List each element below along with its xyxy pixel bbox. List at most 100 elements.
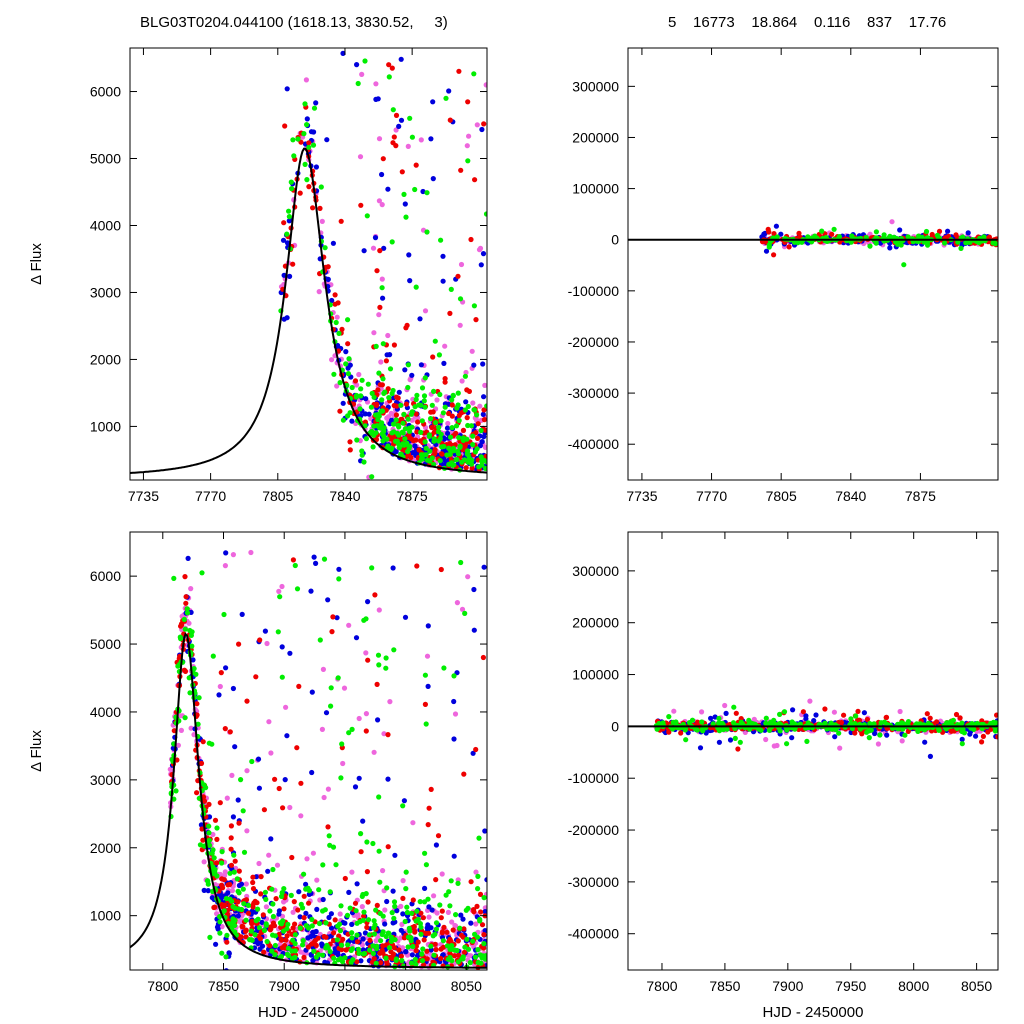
data-point <box>380 868 386 874</box>
data-point <box>362 58 368 64</box>
axes-frame <box>627 47 999 481</box>
data-point <box>346 356 352 362</box>
data-point <box>192 397 197 402</box>
data-point <box>353 635 360 641</box>
y-tick-label: 0 <box>611 718 619 734</box>
data-point <box>376 136 383 142</box>
data-point <box>421 962 427 968</box>
data-point <box>240 886 246 892</box>
data-point <box>373 960 379 966</box>
data-point <box>241 901 247 907</box>
data-point <box>217 919 223 925</box>
data-point <box>708 715 714 721</box>
data-point <box>482 382 487 388</box>
data-point <box>420 915 426 921</box>
data-point <box>188 725 194 731</box>
y-axis-label: Δ Flux <box>28 243 45 285</box>
data-point <box>419 385 426 391</box>
data-point <box>232 744 238 750</box>
data-point <box>481 564 487 570</box>
data-point <box>381 245 387 251</box>
data-point <box>458 559 464 566</box>
data-point <box>236 868 242 874</box>
data-point <box>287 804 293 811</box>
data-point <box>332 946 338 952</box>
data-point <box>375 96 381 102</box>
data-point <box>442 379 448 385</box>
data-point <box>388 410 394 416</box>
data-point <box>699 709 705 715</box>
data-point <box>243 881 249 887</box>
x-tick-label: 7805 <box>766 488 797 504</box>
data-point <box>336 921 343 927</box>
data-point <box>957 715 963 721</box>
data-point <box>660 720 666 726</box>
data-point <box>281 906 287 912</box>
y-tick-label: -100000 <box>568 283 620 299</box>
data-point <box>337 911 343 917</box>
data-point <box>394 908 400 914</box>
data-point <box>391 342 397 348</box>
data-point <box>478 960 484 966</box>
data-point <box>333 862 339 868</box>
data-point <box>362 930 368 936</box>
data-point <box>264 938 270 945</box>
data-point <box>370 840 376 847</box>
x-tick-label: 7875 <box>905 488 936 504</box>
data-point <box>829 231 835 237</box>
data-point <box>441 924 447 931</box>
data-point <box>393 127 399 133</box>
data-point <box>451 736 457 742</box>
y-tick-label: 100000 <box>572 667 619 683</box>
data-point <box>224 795 230 801</box>
data-point <box>386 945 393 951</box>
data-point <box>822 706 828 712</box>
data-point <box>446 410 452 417</box>
data-point <box>342 955 348 961</box>
data-point <box>282 942 288 949</box>
data-point <box>465 574 471 580</box>
data-point <box>320 952 326 958</box>
data-point <box>268 924 274 930</box>
x-tick-label: 7900 <box>269 978 300 994</box>
data-point <box>446 88 452 94</box>
data-point <box>229 898 235 904</box>
data-point <box>209 741 215 747</box>
data-point <box>866 735 872 741</box>
data-point <box>354 437 360 443</box>
data-point <box>359 377 365 383</box>
data-point <box>205 878 211 884</box>
data-point <box>365 381 371 387</box>
data-point <box>363 711 369 717</box>
data-point <box>466 133 472 139</box>
x-tick-label: 8050 <box>451 978 482 994</box>
data-point <box>329 629 335 635</box>
data-point <box>370 943 376 949</box>
data-point <box>400 911 406 917</box>
data-point <box>328 685 334 691</box>
data-point <box>973 733 979 739</box>
data-point <box>265 868 271 874</box>
data-point <box>223 550 229 556</box>
data-point <box>700 728 706 734</box>
data-point <box>349 930 355 936</box>
data-point <box>181 667 188 673</box>
data-point <box>194 790 200 796</box>
data-point <box>358 958 364 964</box>
data-point <box>250 902 256 909</box>
data-point <box>374 902 380 909</box>
data-point <box>413 437 419 443</box>
data-point <box>413 948 419 954</box>
data-point <box>473 869 479 875</box>
data-point <box>201 859 207 865</box>
data-point <box>469 348 475 354</box>
data-point <box>444 943 450 949</box>
data-point <box>422 850 428 856</box>
panel-bottom-left: 7800 7850 7900 7950 8000 8050 1000 2000 3000 4000… <box>28 397 488 1021</box>
data-point <box>207 934 213 941</box>
data-point <box>381 731 387 737</box>
data-point <box>463 907 469 913</box>
data-point <box>905 719 912 725</box>
data-point <box>354 382 360 388</box>
data-point <box>402 201 408 207</box>
